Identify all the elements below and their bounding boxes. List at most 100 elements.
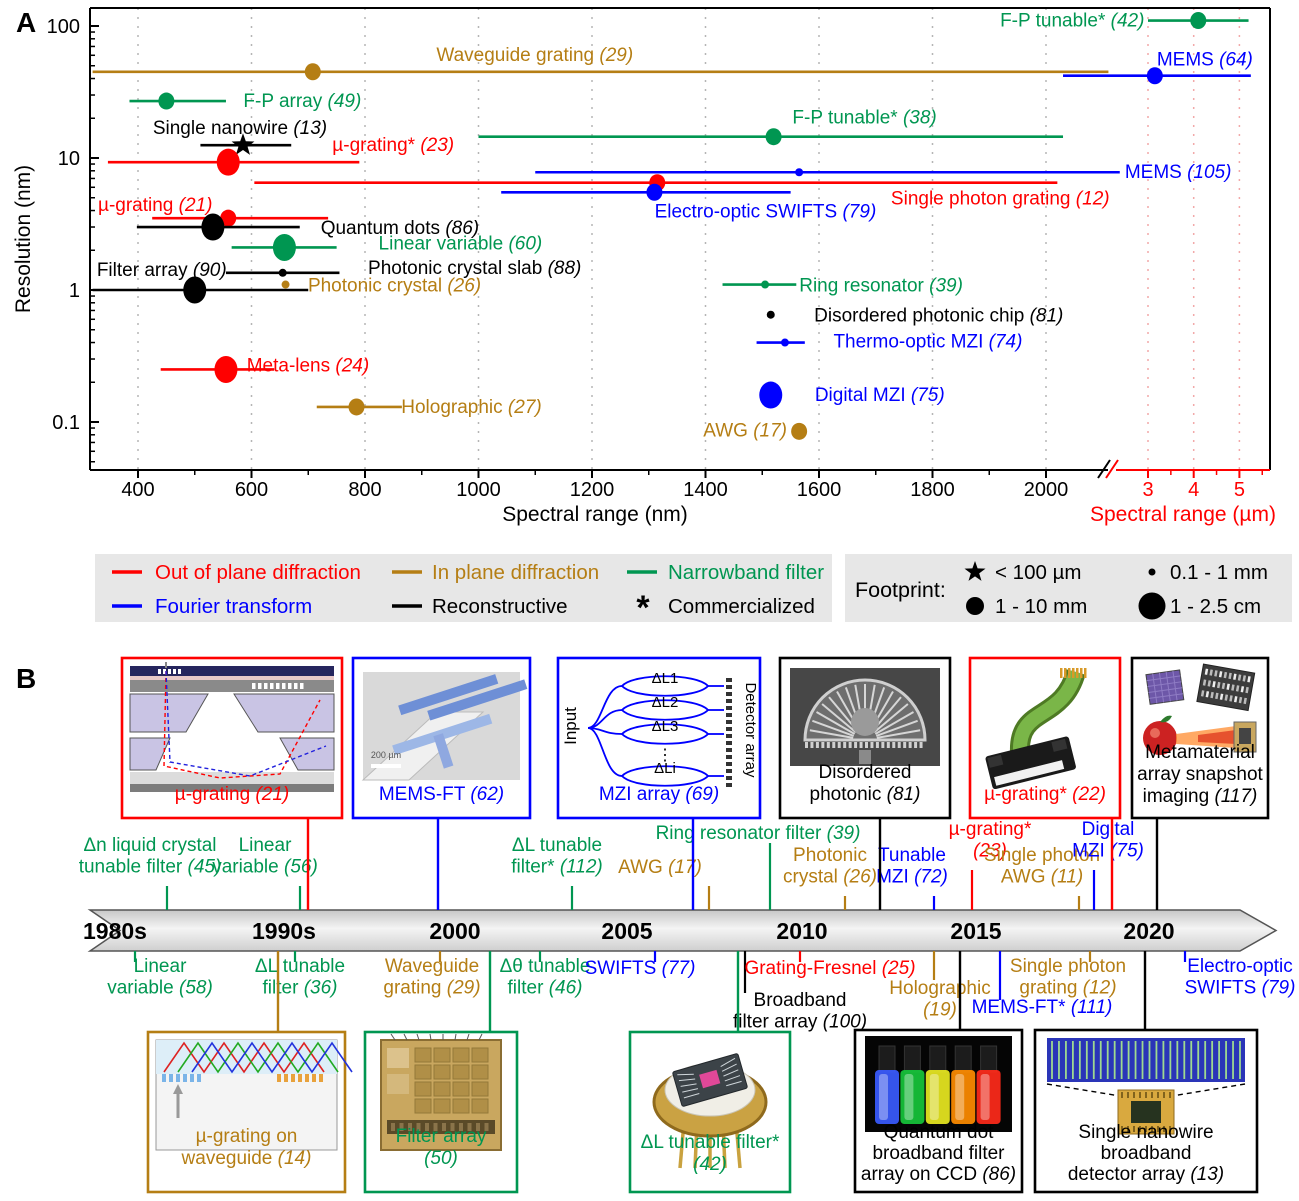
art-mzi-detector-cell	[726, 755, 732, 759]
image-box-caption: photonic (81)	[810, 784, 921, 805]
art-fan-spoke	[875, 719, 918, 737]
art-fan-ruler	[805, 742, 808, 748]
art-grating-comb	[300, 683, 304, 689]
data-point-label: F-P tunable* (38)	[792, 108, 936, 129]
art-chip-bond	[450, 1123, 455, 1131]
legend-category-label: Commercialized	[668, 595, 815, 618]
image-box-caption: broadband filter	[872, 1143, 1005, 1164]
art-tocan-bondwire	[678, 1078, 696, 1082]
art-chip-pixel	[414, 1064, 432, 1080]
data-marker	[281, 280, 290, 289]
data-marker	[201, 213, 225, 241]
art-grating-comb	[252, 683, 256, 689]
image-box-caption: broadband	[1101, 1143, 1192, 1164]
art-fan-core	[851, 708, 879, 736]
art-grating-comb	[288, 683, 292, 689]
art-meta-pattern	[1238, 696, 1243, 704]
art-grating-ray-red	[163, 670, 321, 779]
art-tocan-bondwire	[723, 1069, 739, 1077]
art-fan-ruler	[919, 742, 923, 748]
art-meta-pattern	[1240, 686, 1245, 693]
data-point-label: Digital MZI (75)	[815, 385, 945, 406]
art-chip-wire	[429, 1033, 432, 1041]
y-tick-label: 10	[58, 148, 80, 170]
art-mzi-arm-label: ΔL3	[652, 718, 679, 735]
art-fan-ruler	[815, 742, 819, 748]
art-chip-pixel	[471, 1064, 489, 1080]
art-grating-slit	[173, 669, 176, 674]
art-flex-module-port	[987, 754, 1004, 768]
data-point-label: Photonic crystal (26)	[308, 276, 481, 297]
event-label: AWG (17)	[618, 857, 702, 878]
art-tocan-bondwire	[721, 1063, 737, 1072]
axis-break-mark	[1097, 459, 1111, 479]
art-zz-comb-blue	[169, 1074, 173, 1082]
art-meta-pattern	[1243, 697, 1247, 705]
art-meta-chip-purple	[1145, 669, 1185, 705]
art-tocan-bondwire	[677, 1073, 694, 1076]
art-flex-contact	[1064, 668, 1067, 678]
art-chip-pixel	[471, 1081, 489, 1097]
data-point-label: F-P array (49)	[243, 91, 361, 112]
art-grating-pinklayer	[130, 676, 334, 680]
footprint-star	[964, 561, 986, 581]
x-tick-label: 800	[348, 479, 381, 501]
art-zz-ray	[191, 1041, 353, 1074]
event-label: MZI (75)	[1072, 841, 1144, 862]
event-label: Δθ tunable	[500, 956, 591, 977]
art-fan-ruler	[897, 742, 901, 748]
art-mzi-detector-cell	[726, 762, 732, 766]
art-zz-comb-orange	[305, 1074, 309, 1082]
y-tick-label: 0.1	[52, 412, 80, 434]
data-marker	[278, 268, 287, 277]
art-fan-ruler	[908, 742, 912, 748]
timeline-year: 1990s	[252, 918, 316, 944]
legend-category-label: Reconstructive	[432, 595, 568, 618]
art-flex-module-port	[1051, 738, 1068, 752]
image-box-caption: array on CCD (86)	[861, 1164, 1016, 1185]
art-chip-bond	[416, 1123, 421, 1131]
art-chip-pixel	[471, 1098, 489, 1114]
art-meta-pattern	[1204, 668, 1209, 675]
data-point-label: Quantum dots (86)	[321, 218, 479, 239]
timeline-year: 2000	[429, 918, 480, 944]
art-fan-spoke	[876, 729, 921, 739]
data-marker-star	[231, 133, 255, 155]
event-label: Digital	[1082, 819, 1135, 840]
art-grating-slit	[158, 669, 161, 674]
art-grating-slit	[163, 669, 166, 674]
axis-break-mark	[1105, 459, 1119, 479]
art-flex-contact	[1068, 668, 1071, 678]
art-chip-bond	[467, 1123, 472, 1131]
art-mzi-detector-cell	[726, 699, 732, 703]
art-fan-ruler	[837, 742, 841, 748]
data-point-label: Photonic crystal slab (88)	[368, 258, 581, 279]
art-zz-comb-orange	[319, 1074, 323, 1082]
art-fan-stem	[859, 750, 871, 764]
footprint-dot-large	[1138, 592, 1166, 620]
art-flex-ribbon	[1012, 669, 1083, 753]
art-tocan-bondwire	[726, 1080, 742, 1087]
art-chip-wire	[454, 1033, 457, 1041]
event-label: (19)	[923, 1000, 957, 1021]
x-tick-label: 2000	[1024, 479, 1069, 501]
art-meta-pattern	[1235, 685, 1240, 692]
art-fan-ruler	[865, 742, 868, 748]
art-chip-pixel	[452, 1081, 470, 1097]
art-meta-pattern	[1226, 683, 1230, 690]
event-label: filter (36)	[263, 978, 338, 999]
data-point-label: Disordered photonic chip (81)	[814, 306, 1063, 327]
data-point-label: MEMS (105)	[1125, 162, 1232, 183]
data-point-label: F-P tunable* (42)	[1000, 11, 1144, 32]
art-grating-comb	[264, 683, 268, 689]
art-vial-neck	[980, 1045, 998, 1073]
art-meta-pattern	[1202, 679, 1207, 686]
image-box-caption: imaging (117)	[1143, 786, 1258, 807]
art-meta-grid	[1165, 671, 1171, 702]
art-mems-beam	[398, 674, 499, 716]
data-marker	[766, 310, 775, 319]
